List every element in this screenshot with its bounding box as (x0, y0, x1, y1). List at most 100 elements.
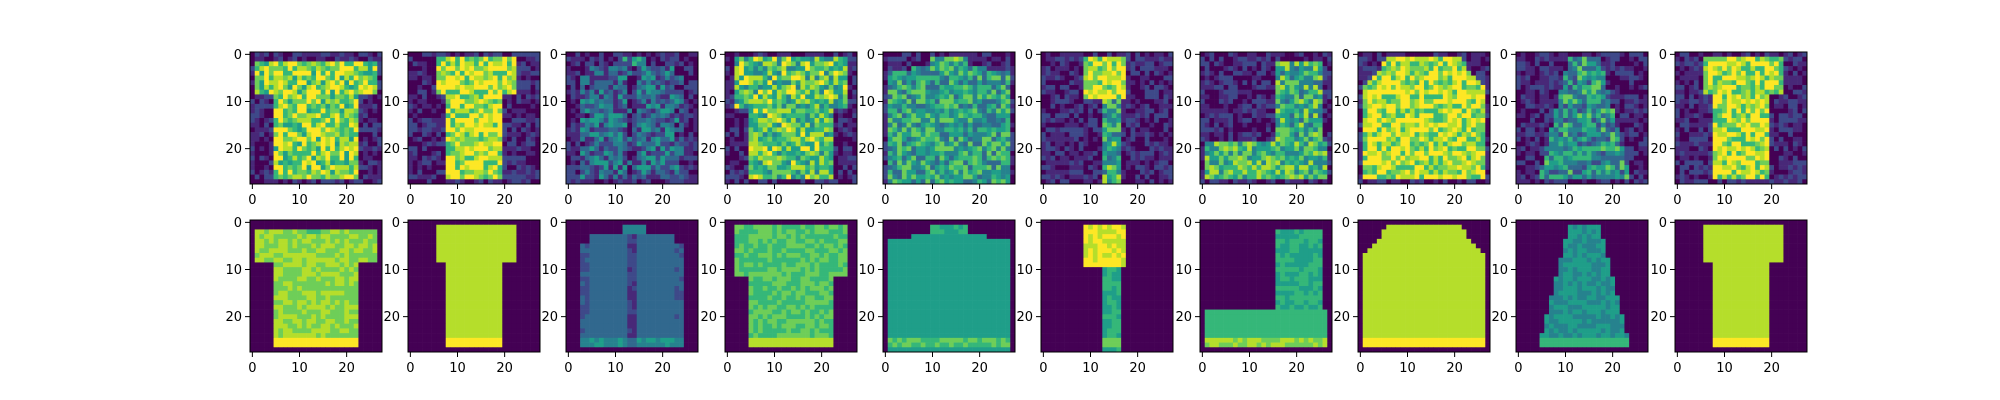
heatmap-cell (363, 85, 369, 91)
heatmap-cell (377, 52, 383, 58)
heatmap-cell (958, 155, 964, 161)
heatmap-cell (287, 61, 293, 67)
heatmap-cell (1242, 56, 1248, 62)
heatmap-cell (911, 136, 917, 142)
heatmap-cell (334, 174, 340, 180)
heatmap-cell (254, 122, 260, 128)
heatmap-cell (566, 136, 572, 142)
heatmap-cell (748, 80, 754, 86)
heatmap-cell (287, 70, 293, 76)
heatmap-cell (353, 160, 359, 166)
heatmap-cell (824, 151, 830, 157)
heatmap-cell (1045, 160, 1051, 166)
heatmap-cell (925, 179, 931, 185)
heatmap-cell (665, 146, 671, 152)
heatmap-cell (1313, 66, 1319, 72)
heatmap-cell (632, 165, 638, 171)
heatmap-cell (949, 155, 955, 161)
heatmap-cell (734, 136, 740, 142)
heatmap-cell (344, 165, 350, 171)
heatmap-cell (584, 75, 590, 81)
heatmap-cell (632, 89, 638, 95)
heatmap-cell (734, 75, 740, 81)
heatmap-cell (669, 155, 675, 161)
heatmap-cell (1088, 52, 1094, 58)
heatmap-cell (349, 61, 355, 67)
heatmap-cell (250, 118, 256, 124)
heatmap-cell (1000, 146, 1006, 152)
heatmap-cell (688, 113, 694, 119)
heatmap-cell (502, 66, 508, 72)
heatmap-cell (325, 141, 331, 147)
heatmap-cell (1010, 169, 1016, 175)
heatmap-cell (287, 118, 293, 124)
heatmap-cell (762, 146, 768, 152)
heatmap-cell (636, 52, 642, 58)
heatmap-cell (301, 118, 307, 124)
heatmap-cell (511, 80, 517, 86)
heatmap-cell (459, 151, 465, 157)
heatmap-cell (292, 146, 298, 152)
heatmap-cell (693, 165, 699, 171)
heatmap-cell (488, 113, 494, 119)
heatmap-cell (655, 66, 661, 72)
heatmap-cell (417, 127, 423, 133)
heatmap-cell (1010, 118, 1016, 124)
heatmap-cell (892, 141, 898, 147)
heatmap-cell (920, 52, 926, 58)
heatmap-cell (570, 169, 576, 175)
heatmap-cell (1102, 94, 1108, 100)
heatmap-cell (497, 103, 503, 109)
heatmap-cell (259, 179, 265, 185)
heatmap-cell (982, 52, 988, 58)
heatmap-cell (1069, 75, 1075, 81)
heatmap-cell (431, 52, 437, 58)
heatmap-cell (1284, 80, 1290, 86)
heatmap-cell (603, 151, 609, 157)
heatmap-cell (268, 61, 274, 67)
heatmap-cell (408, 94, 414, 100)
heatmap-cell (353, 99, 359, 105)
heatmap-cell (1242, 52, 1248, 58)
heatmap-cell (483, 132, 489, 138)
heatmap-cell (944, 165, 950, 171)
heatmap-cell (599, 165, 605, 171)
heatmap-cell (901, 66, 907, 72)
heatmap-cell (739, 52, 745, 58)
heatmap-cell (1303, 66, 1309, 72)
heatmap-cell (478, 132, 484, 138)
heatmap-cell (892, 103, 898, 109)
heatmap-cell (883, 151, 889, 157)
heatmap-cell (622, 99, 628, 105)
heatmap-cell (264, 174, 270, 180)
heatmap-cell (599, 52, 605, 58)
heatmap-cell (944, 174, 950, 180)
heatmap-cell (521, 56, 527, 62)
heatmap-cell (459, 174, 465, 180)
heatmap-cell (1083, 118, 1089, 124)
heatmap-cell (743, 179, 749, 185)
heatmap-cell (316, 108, 322, 114)
heatmap-cell (377, 179, 383, 185)
heatmap-cell (847, 174, 853, 180)
heatmap-cell (748, 94, 754, 100)
heatmap-cell (1092, 89, 1098, 95)
heatmap-cell (1135, 66, 1141, 72)
heatmap-cell (599, 89, 605, 95)
heatmap-cell (729, 132, 735, 138)
heatmap-cell (693, 127, 699, 133)
heatmap-cell (502, 122, 508, 128)
heatmap-cell (1041, 155, 1047, 161)
heatmap-cell (930, 160, 936, 166)
heatmap-cell (483, 61, 489, 67)
heatmap-cell (507, 70, 513, 76)
heatmap-cell (1074, 89, 1080, 95)
heatmap-cell (521, 141, 527, 147)
heatmap-cell (330, 132, 336, 138)
heatmap-cell (1010, 151, 1016, 157)
heatmap-cell (339, 66, 345, 72)
heatmap-cell (911, 146, 917, 152)
heatmap-cell (991, 127, 997, 133)
heatmap-cell (1149, 155, 1155, 161)
heatmap-cell (729, 122, 735, 128)
